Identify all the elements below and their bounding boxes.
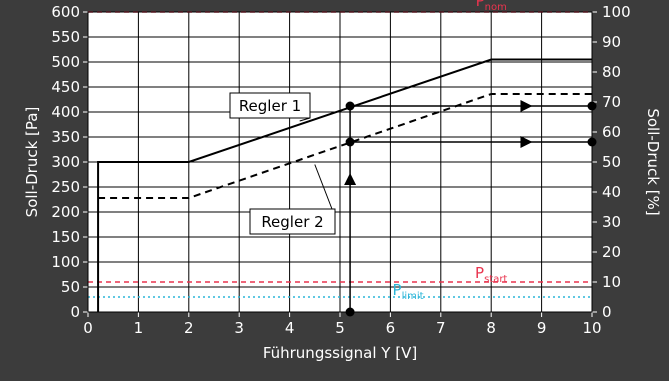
y-right-tick-label: 80	[602, 63, 621, 81]
y-left-tick-label: 200	[51, 203, 80, 221]
y-left-tick-label: 250	[51, 178, 80, 196]
series-line-1	[97, 58, 592, 312]
x-tick-label: 4	[285, 319, 295, 337]
y-right-tick-label: 100	[602, 3, 631, 21]
x-tick-label: 6	[386, 319, 396, 337]
y-right-tick-label: 70	[602, 93, 621, 111]
x-axis-label: Führungssignal Y [V]	[263, 344, 417, 362]
y-right-tick-label: 30	[602, 213, 621, 231]
x-tick-label: 8	[486, 319, 496, 337]
y-right-tick-label: 90	[602, 33, 621, 51]
y-right-tick-label: 60	[602, 123, 621, 141]
x-tick-label: 5	[335, 319, 345, 337]
series-line-2	[98, 93, 592, 199]
arrow-up-marker	[344, 173, 357, 185]
reference-label-main: P	[475, 264, 484, 282]
reference-label-main: P	[476, 0, 485, 10]
y-left-tick-label: 600	[51, 3, 80, 21]
y-left-tick-label: 300	[51, 153, 80, 171]
y-right-tick-label: 40	[602, 183, 621, 201]
x-tick-label: 9	[537, 319, 547, 337]
x-tick-label: 7	[436, 319, 446, 337]
y-left-tick-label: 150	[51, 228, 80, 246]
plot-frame	[87, 11, 593, 313]
y-right-axis-label: Soll-Druck [%]	[644, 108, 662, 215]
x-tick-label: 10	[582, 319, 601, 337]
y-right-tick-label: 10	[602, 273, 621, 291]
reference-label-main: P	[393, 281, 402, 299]
x-tick-label: 2	[184, 319, 194, 337]
y-left-tick-label: 50	[61, 278, 80, 296]
x-tick-label: 0	[83, 319, 93, 337]
y-left-tick-label: 350	[51, 128, 80, 146]
reference-label-sub: nom	[485, 2, 507, 13]
y-left-tick-label: 500	[51, 53, 80, 71]
series-label-box-2	[249, 208, 336, 235]
series-label-box-1	[229, 92, 311, 119]
y-left-axis-label: Soll-Druck [Pa]	[23, 107, 41, 218]
reference-label-start: Pstart	[475, 264, 507, 285]
y-right-tick-label: 20	[602, 243, 621, 261]
y-left-tick-label: 450	[51, 78, 80, 96]
arrow-right-marker	[520, 100, 533, 112]
reference-label-sub: start	[484, 274, 507, 285]
reference-label-nom: Pnom	[476, 0, 507, 13]
reference-label-limit: Plimit	[393, 281, 424, 302]
y-left-tick-label: 0	[70, 303, 80, 321]
y-left-tick-label: 100	[51, 253, 80, 271]
series-label-leader-2	[314, 164, 333, 210]
y-right-tick-label: 0	[602, 303, 612, 321]
x-tick-label: 1	[134, 319, 144, 337]
series-label-1: Regler 1	[239, 97, 301, 115]
y-left-tick-label: 400	[51, 103, 80, 121]
series-label-2: Regler 2	[261, 213, 323, 231]
x-tick-label: 3	[234, 319, 244, 337]
y-left-tick-label: 550	[51, 28, 80, 46]
arrow-right-marker	[520, 136, 533, 148]
y-right-tick-label: 50	[602, 153, 621, 171]
reference-label-sub: limit	[402, 291, 424, 302]
